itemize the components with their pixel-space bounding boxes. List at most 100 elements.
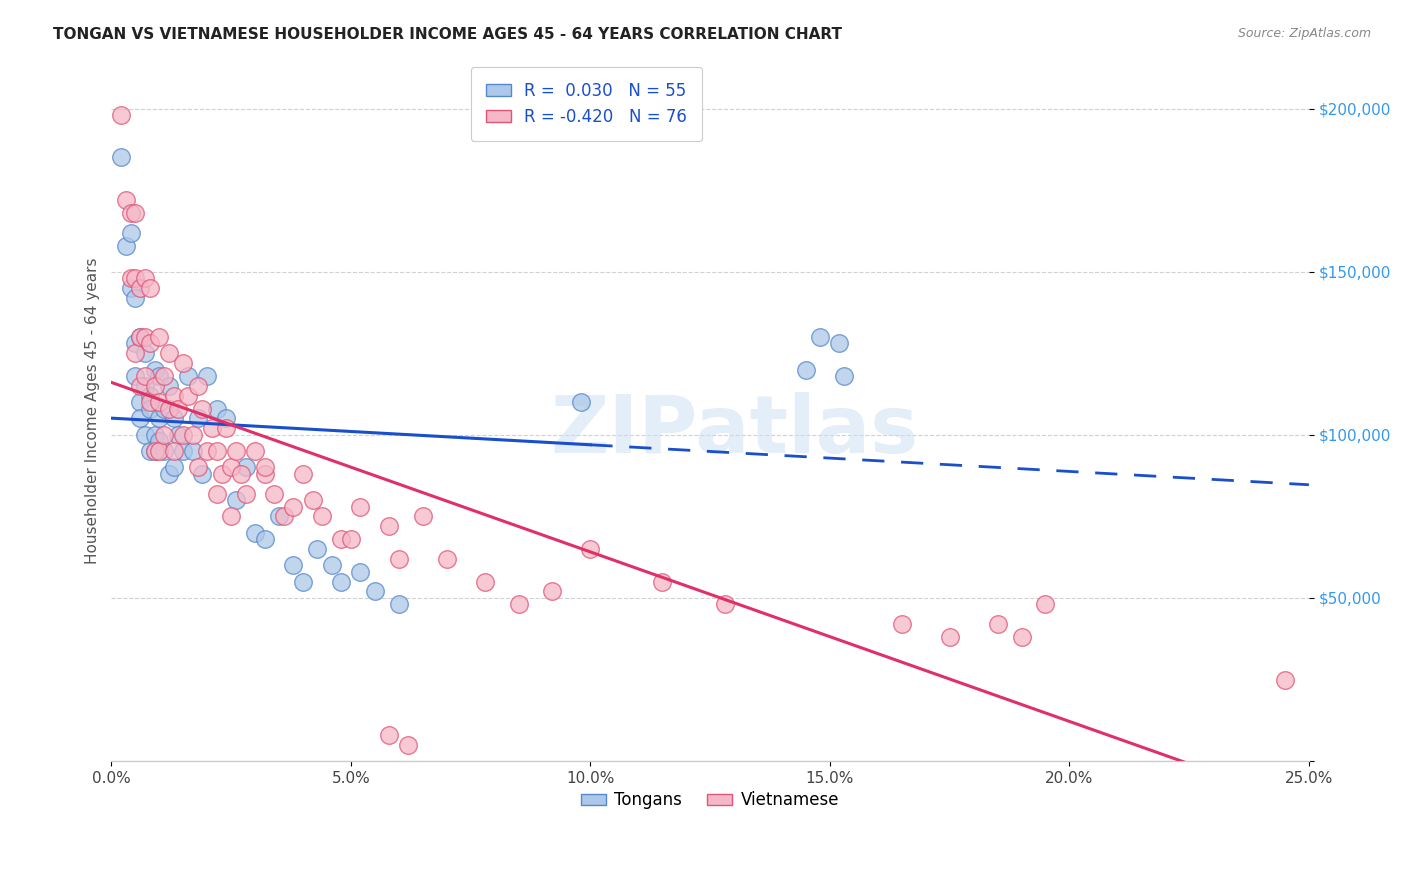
Point <box>134 271 156 285</box>
Point <box>153 444 176 458</box>
Point <box>172 427 194 442</box>
Point <box>378 519 401 533</box>
Point <box>235 486 257 500</box>
Point <box>138 395 160 409</box>
Point <box>177 369 200 384</box>
Point <box>129 281 152 295</box>
Y-axis label: Householder Income Ages 45 - 64 years: Householder Income Ages 45 - 64 years <box>86 257 100 564</box>
Point <box>808 330 831 344</box>
Point <box>1274 673 1296 687</box>
Point <box>172 356 194 370</box>
Point <box>307 541 329 556</box>
Point <box>225 493 247 508</box>
Point <box>148 444 170 458</box>
Point <box>124 369 146 384</box>
Point <box>181 427 204 442</box>
Point <box>163 444 186 458</box>
Point <box>134 379 156 393</box>
Point <box>195 369 218 384</box>
Point <box>986 617 1008 632</box>
Point <box>148 411 170 425</box>
Point <box>253 533 276 547</box>
Point <box>124 346 146 360</box>
Point <box>191 401 214 416</box>
Point <box>187 411 209 425</box>
Point <box>148 369 170 384</box>
Point <box>388 598 411 612</box>
Point <box>129 411 152 425</box>
Point <box>311 509 333 524</box>
Point <box>153 401 176 416</box>
Point <box>292 467 315 481</box>
Point <box>388 551 411 566</box>
Point <box>349 565 371 579</box>
Point <box>219 509 242 524</box>
Point <box>138 401 160 416</box>
Point <box>205 444 228 458</box>
Point <box>201 421 224 435</box>
Point <box>215 411 238 425</box>
Point <box>890 617 912 632</box>
Point <box>364 584 387 599</box>
Point <box>124 336 146 351</box>
Point <box>267 509 290 524</box>
Point <box>138 444 160 458</box>
Point <box>219 460 242 475</box>
Point <box>243 525 266 540</box>
Point <box>148 395 170 409</box>
Point <box>181 444 204 458</box>
Point <box>396 738 419 752</box>
Point <box>157 379 180 393</box>
Point <box>134 427 156 442</box>
Point <box>508 598 530 612</box>
Point <box>138 281 160 295</box>
Point <box>120 206 142 220</box>
Point <box>114 193 136 207</box>
Point <box>153 427 176 442</box>
Point <box>215 421 238 435</box>
Point <box>143 362 166 376</box>
Point <box>651 574 673 589</box>
Point <box>120 271 142 285</box>
Point <box>187 379 209 393</box>
Point <box>134 346 156 360</box>
Point <box>148 330 170 344</box>
Point <box>167 401 190 416</box>
Point <box>114 238 136 252</box>
Point <box>229 467 252 481</box>
Point <box>134 330 156 344</box>
Text: ZIPatlas: ZIPatlas <box>550 392 918 470</box>
Point <box>110 151 132 165</box>
Point <box>143 427 166 442</box>
Point <box>195 444 218 458</box>
Point <box>1011 630 1033 644</box>
Point <box>177 389 200 403</box>
Point <box>211 467 233 481</box>
Point <box>569 395 592 409</box>
Point <box>153 369 176 384</box>
Point <box>349 500 371 514</box>
Point <box>163 460 186 475</box>
Point <box>794 362 817 376</box>
Legend: Tongans, Vietnamese: Tongans, Vietnamese <box>575 785 846 816</box>
Point <box>225 444 247 458</box>
Point <box>167 427 190 442</box>
Point <box>235 460 257 475</box>
Point <box>1035 598 1057 612</box>
Point <box>340 533 363 547</box>
Point <box>273 509 295 524</box>
Point <box>143 379 166 393</box>
Point <box>120 281 142 295</box>
Point <box>301 493 323 508</box>
Point <box>474 574 496 589</box>
Point <box>436 551 458 566</box>
Point <box>129 395 152 409</box>
Point <box>124 206 146 220</box>
Point <box>713 598 735 612</box>
Point <box>253 460 276 475</box>
Point <box>191 467 214 481</box>
Point <box>172 444 194 458</box>
Point <box>412 509 434 524</box>
Point <box>579 541 602 556</box>
Point <box>120 226 142 240</box>
